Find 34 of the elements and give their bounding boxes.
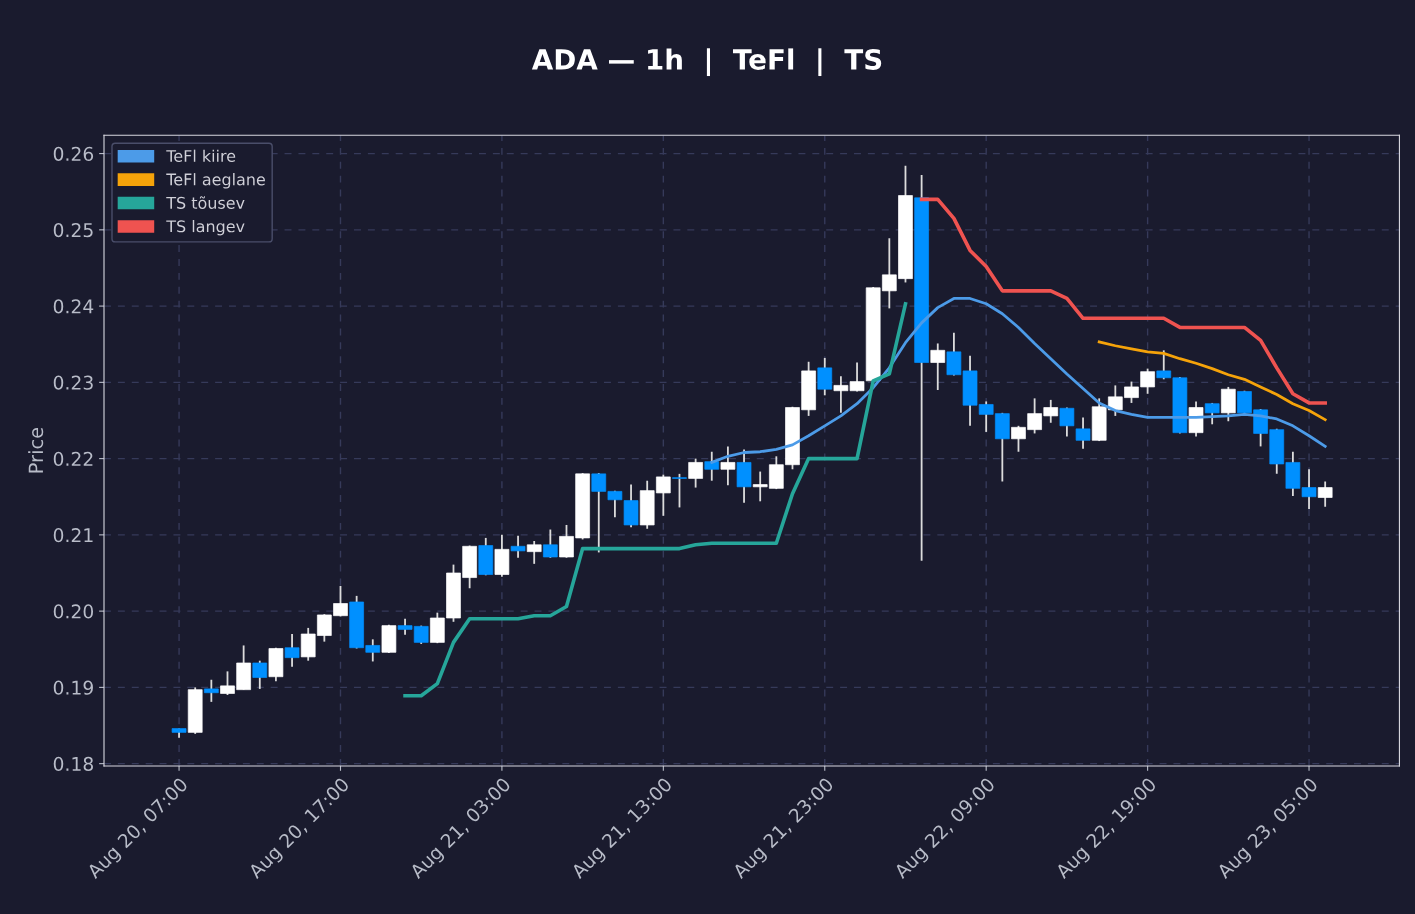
candlestick bbox=[672, 472, 687, 509]
candlestick bbox=[526, 540, 542, 565]
candlestick bbox=[720, 445, 736, 487]
candlestick bbox=[1075, 416, 1091, 450]
candlestick bbox=[204, 678, 219, 703]
legend-label: TS tõusev bbox=[166, 196, 245, 209]
chart-title: ADA — 1h | TeFl | TS bbox=[531, 48, 882, 77]
candlestick bbox=[284, 633, 300, 668]
y-tick-label: 0.26 bbox=[53, 146, 94, 161]
candlestick bbox=[1317, 480, 1333, 508]
y-tick-label: 0.21 bbox=[53, 528, 93, 543]
y-tick-label: 0.23 bbox=[53, 375, 93, 390]
candlestick bbox=[817, 357, 833, 397]
candlestick bbox=[688, 457, 703, 489]
y-tick-label: 0.25 bbox=[53, 223, 93, 238]
candlestick bbox=[543, 528, 558, 559]
y-tick-label: 0.19 bbox=[53, 680, 93, 695]
candlestick bbox=[1059, 406, 1075, 438]
line-series bbox=[1097, 340, 1327, 422]
y-tick-label: 0.18 bbox=[53, 756, 93, 772]
y-tick-label: 0.20 bbox=[53, 604, 94, 619]
legend-label: TS langev bbox=[166, 219, 245, 236]
legend-label: TeFl aeglane bbox=[166, 173, 265, 189]
legend-label: TeFl kiire bbox=[166, 149, 236, 163]
y-tick-label: 0.22 bbox=[53, 451, 93, 466]
candlestick bbox=[1221, 386, 1236, 423]
y-axis-title: Price bbox=[28, 427, 44, 473]
candlestick bbox=[252, 659, 268, 690]
candlestick bbox=[704, 450, 720, 482]
line-series bbox=[403, 301, 908, 698]
candlestick bbox=[930, 342, 946, 391]
candlestick bbox=[510, 534, 526, 559]
y-tick-label: 0.24 bbox=[53, 299, 94, 314]
line-series bbox=[919, 197, 1327, 405]
